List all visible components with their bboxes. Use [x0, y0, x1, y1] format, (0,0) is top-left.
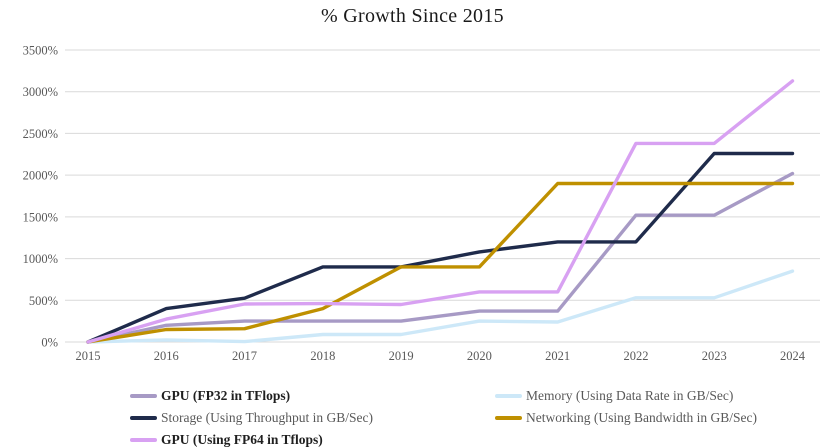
x-axis-tick-label: 2020 [467, 349, 492, 363]
legend-label: Memory (Using Data Rate in GB/Sec) [526, 388, 734, 403]
legend-swatch-icon [130, 416, 157, 420]
legend-swatch-icon [495, 416, 522, 420]
x-axis-tick-label: 2018 [310, 349, 335, 363]
x-axis-tick-label: 2024 [780, 349, 806, 363]
series-line-networking-using-bandwidth-in-gb-sec [86, 181, 795, 344]
legend-label: Networking (Using Bandwidth in GB/Sec) [526, 410, 757, 425]
legend-swatch-icon [495, 394, 522, 398]
series-line-gpu-fp32-in-tflops [86, 171, 795, 344]
legend-item-networking-using-bandwidth-in-gb-sec: Networking (Using Bandwidth in GB/Sec) [495, 407, 757, 429]
x-axis-tick-label: 2015 [76, 349, 101, 363]
chart-title: % Growth Since 2015 [321, 5, 504, 27]
legend-label: Storage (Using Throughput in GB/Sec) [161, 410, 373, 425]
legend-left-column: GPU (FP32 in TFlops) Storage (Using Throu… [130, 385, 373, 447]
y-axis-tick-label: 3000% [23, 85, 58, 99]
x-axis-tick-label: 2019 [389, 349, 414, 363]
series-line-storage-using-throughput-in-gb-sec [86, 151, 795, 344]
y-axis-tick-label: 3500% [23, 44, 58, 58]
legend-item-gpu-fp32-in-tflops: GPU (FP32 in TFlops) [130, 385, 373, 407]
x-axis-tick-label: 2017 [232, 349, 257, 363]
plot-area: 0% 500% 1000% 1500% 2000% 2500% 3000% 3500% 2015… [23, 44, 820, 363]
legend-item-storage-using-throughput-in-gb-sec: Storage (Using Throughput in GB/Sec) [130, 407, 373, 429]
legend-label: GPU (FP32 in TFlops) [161, 388, 291, 403]
legend-item-gpu-using-fp64-in-tflops: GPU (Using FP64 in Tflops) [130, 429, 373, 447]
legend-swatch-icon [130, 394, 157, 398]
legend-right-column: Memory (Using Data Rate in GB/Sec) Networ… [495, 385, 757, 429]
y-axis-tick-label: 1500% [23, 210, 58, 224]
y-axis-tick-label: 1000% [23, 252, 58, 266]
y-axis-tick-label: 500% [29, 294, 58, 308]
x-axis-tick-label: 2023 [702, 349, 727, 363]
legend-swatch-icon [130, 438, 157, 442]
legend-item-memory-using-data-rate-in-gb-sec: Memory (Using Data Rate in GB/Sec) [495, 385, 757, 407]
x-axis-tick-label: 2022 [623, 349, 648, 363]
x-axis-tick-label: 2021 [545, 349, 570, 363]
y-axis-tick-label: 2000% [23, 169, 58, 183]
y-axis-tick-label: 0% [41, 336, 58, 350]
legend-label: GPU (Using FP64 in Tflops) [161, 432, 323, 447]
x-axis-tick-label: 2016 [154, 349, 179, 363]
y-axis-tick-label: 2500% [23, 127, 58, 141]
series-line-gpu-using-fp64-in-tflops [86, 79, 795, 344]
series-line-memory-using-data-rate-in-gb-sec [86, 269, 795, 344]
